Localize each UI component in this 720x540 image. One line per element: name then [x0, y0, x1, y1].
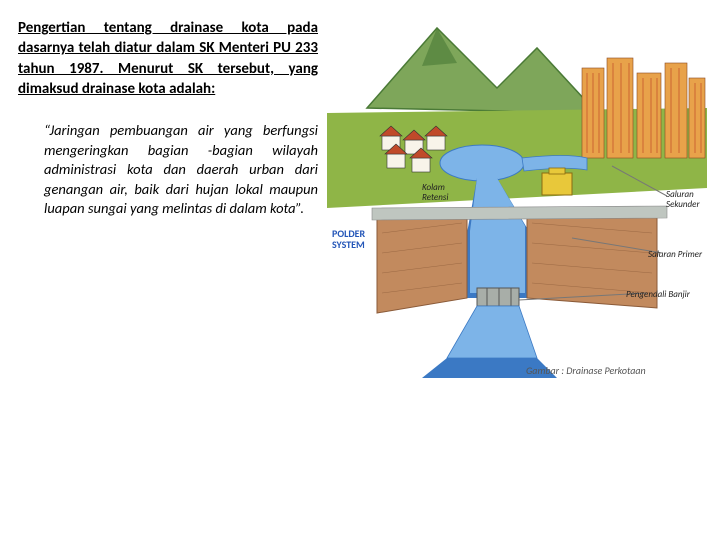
label-kolam-retensi: Kolam Retensi	[422, 183, 448, 203]
label-polder-system: POLDER SYSTEM	[332, 228, 365, 250]
text-column: Pengertian tentang drainase kota pada da…	[18, 18, 318, 378]
diagram-svg	[326, 18, 708, 378]
label-pengendali-banjir: Pengendali Banjir	[626, 290, 690, 300]
diagram-caption: Gambar : Drainase Perkotaan	[526, 364, 646, 377]
drainage-diagram: Kolam Retensi POLDER SYSTEM Saluran Seku…	[326, 18, 708, 378]
intro-paragraph: Pengertian tentang drainase kota pada da…	[18, 18, 318, 99]
label-saluran-sekunder: Saluran Sekunder	[666, 190, 700, 210]
label-saluran-primer: Saluran Primer	[648, 250, 702, 260]
quote-paragraph: “Jaringan pembuangan air yang berfungsi …	[44, 121, 318, 219]
